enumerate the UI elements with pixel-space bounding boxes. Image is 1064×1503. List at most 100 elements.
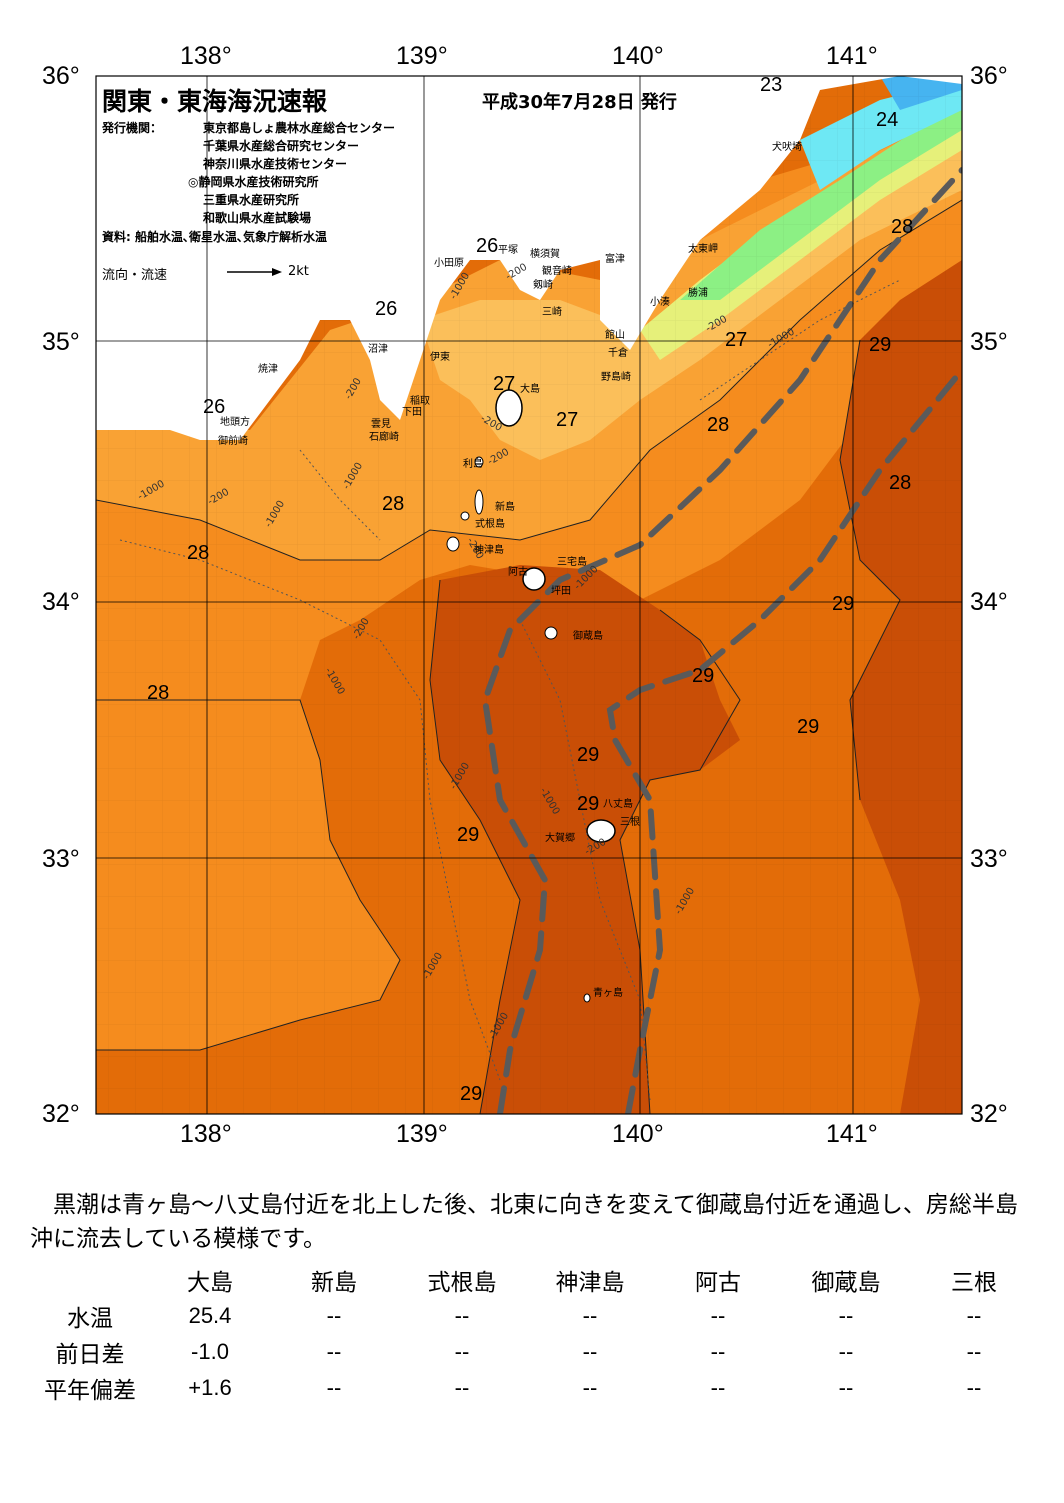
place-label: 観音崎 bbox=[542, 264, 572, 277]
lat-label-right: 34° bbox=[970, 588, 1008, 616]
table-cell: -- bbox=[326, 1339, 342, 1364]
lat-label-right: 33° bbox=[970, 845, 1008, 873]
sst-label: 28 bbox=[382, 493, 404, 515]
sst-label: 26 bbox=[375, 298, 397, 320]
place-label: 横須賀 bbox=[530, 247, 560, 260]
place-label: 神津島 bbox=[474, 543, 504, 556]
island-oshima bbox=[495, 389, 523, 427]
place-label: 館山 bbox=[605, 328, 625, 341]
flow-legend-label: 流向・流速 bbox=[102, 268, 168, 283]
place-label: 雲見 bbox=[371, 418, 391, 430]
place-label: 伊東 bbox=[430, 350, 450, 363]
table-cell: -- bbox=[838, 1375, 854, 1400]
table-cell: -- bbox=[454, 1339, 470, 1364]
sst-label: 28 bbox=[147, 682, 169, 704]
island-niijima bbox=[474, 489, 484, 515]
row-label: 前日差 bbox=[55, 1342, 125, 1368]
table-cell: -- bbox=[582, 1339, 598, 1364]
island-mikurajima bbox=[544, 626, 558, 640]
table-column-header: 阿古 bbox=[695, 1270, 741, 1296]
lat-label-right: 32° bbox=[970, 1100, 1008, 1128]
place-label: 御前崎 bbox=[218, 434, 248, 447]
place-label: 小湊 bbox=[650, 295, 670, 308]
table-cell: -- bbox=[326, 1303, 342, 1328]
sst-label: 26 bbox=[476, 235, 498, 257]
kuroshio-description: 黒潮は青ヶ島～八丈島付近を北上した後、北東に向きを変えて御蔵島付近を通過し、房総… bbox=[30, 1192, 1018, 1252]
map-title: 関東・東海海況速報 bbox=[102, 87, 328, 116]
table-cell: -- bbox=[582, 1303, 598, 1328]
lat-label-right: 35° bbox=[970, 328, 1008, 356]
place-label: 青ヶ島 bbox=[593, 986, 623, 999]
table-cell: -1.0 bbox=[191, 1339, 229, 1364]
place-label: 大賀郷 bbox=[545, 831, 575, 844]
place-label: 沼津 bbox=[368, 342, 388, 355]
table-cell: -- bbox=[966, 1339, 982, 1364]
table-cell: 25.4 bbox=[188, 1303, 232, 1328]
place-label: 富津 bbox=[605, 252, 625, 265]
sst-label: 28 bbox=[707, 414, 729, 436]
lat-label-left: 35° bbox=[42, 328, 80, 356]
table-cell: -- bbox=[838, 1303, 854, 1328]
issuer: ◎静岡県水産技術研究所 bbox=[188, 175, 319, 189]
place-label: 大島 bbox=[520, 382, 540, 395]
kuroshio-axis-offshore bbox=[606, 367, 962, 1114]
lon-label-bottom: 138° bbox=[180, 1120, 232, 1148]
table-column-header: 大島 bbox=[187, 1270, 233, 1296]
place-label: 阿古 bbox=[508, 565, 528, 578]
island-shikinejima bbox=[460, 511, 470, 521]
lon-label-bottom: 139° bbox=[396, 1120, 448, 1148]
place-label: 千倉 bbox=[608, 346, 628, 359]
place-label: 御蔵島 bbox=[573, 629, 603, 642]
sst-label: 29 bbox=[457, 824, 479, 846]
island-hachijojima bbox=[586, 819, 616, 843]
observation-table: 大島 新島 式根島 神津島 阿古 御蔵島 三根 水温 25.4 -- -- --… bbox=[30, 1262, 1038, 1406]
place-label: 石廊崎 bbox=[369, 430, 399, 443]
place-label: 勝浦 bbox=[688, 286, 708, 299]
issuer: 和歌山県水産試験場 bbox=[203, 211, 312, 225]
issuer: 神奈川県水産技術センター bbox=[203, 157, 348, 171]
flow-legend-scale: 2kt bbox=[288, 264, 309, 279]
table-cell: -- bbox=[710, 1339, 726, 1364]
table-cell: -- bbox=[710, 1303, 726, 1328]
place-label: 新島 bbox=[495, 500, 515, 513]
data-sources: 資料: 船舶水温､衛星水温､気象庁解析水温 bbox=[102, 230, 327, 244]
island-kozushima bbox=[446, 536, 460, 552]
place-label: 小田原 bbox=[434, 257, 464, 269]
sst-label: 29 bbox=[869, 334, 891, 356]
place-label: 三崎 bbox=[542, 305, 562, 318]
place-label: 三根 bbox=[620, 815, 640, 828]
sst-label: 27 bbox=[493, 373, 515, 395]
sst-label: 29 bbox=[797, 716, 819, 738]
lon-label-top: 141° bbox=[826, 42, 878, 70]
table-header-row: 大島 新島 式根島 神津島 阿古 御蔵島 三根 bbox=[30, 1262, 1038, 1298]
sst-label: 29 bbox=[460, 1083, 482, 1105]
island-miyakejima bbox=[522, 567, 546, 591]
issuers-label: 発行機関： bbox=[102, 121, 163, 135]
place-label: 坪田 bbox=[551, 584, 571, 597]
sst-label: 26 bbox=[203, 396, 225, 418]
place-label: 八丈島 bbox=[603, 797, 633, 810]
table-column-header: 三根 bbox=[951, 1270, 997, 1296]
lon-label-top: 138° bbox=[180, 42, 232, 70]
lon-label-bottom: 141° bbox=[826, 1120, 878, 1148]
land-honshu bbox=[96, 76, 962, 440]
lat-label-left: 34° bbox=[42, 588, 80, 616]
table-cell: -- bbox=[454, 1303, 470, 1328]
lat-label-left: 36° bbox=[42, 62, 80, 90]
sst-label: 23 bbox=[760, 74, 782, 96]
island-toshima bbox=[474, 456, 484, 468]
place-label: 平塚 bbox=[498, 244, 518, 256]
issuer: 東京都島しょ農林水産総合センター bbox=[203, 121, 396, 135]
issuer: 千葉県水産総合研究センター bbox=[203, 139, 360, 153]
table-cell: -- bbox=[966, 1303, 982, 1328]
table-cell: -- bbox=[454, 1375, 470, 1400]
place-label: 稲取 bbox=[410, 395, 430, 407]
lat-label-left: 33° bbox=[42, 845, 80, 873]
issuer: 三重県水産研究所 bbox=[203, 193, 300, 207]
issue-date: 平成30年7月28日 発行 bbox=[482, 92, 677, 113]
table-column-header: 式根島 bbox=[427, 1270, 497, 1296]
table-cell: -- bbox=[326, 1375, 342, 1400]
place-label: 下田 bbox=[402, 407, 422, 418]
table-row: 水温 25.4 -- -- -- -- -- -- bbox=[30, 1298, 1038, 1334]
table-column-header: 新島 bbox=[311, 1270, 357, 1296]
